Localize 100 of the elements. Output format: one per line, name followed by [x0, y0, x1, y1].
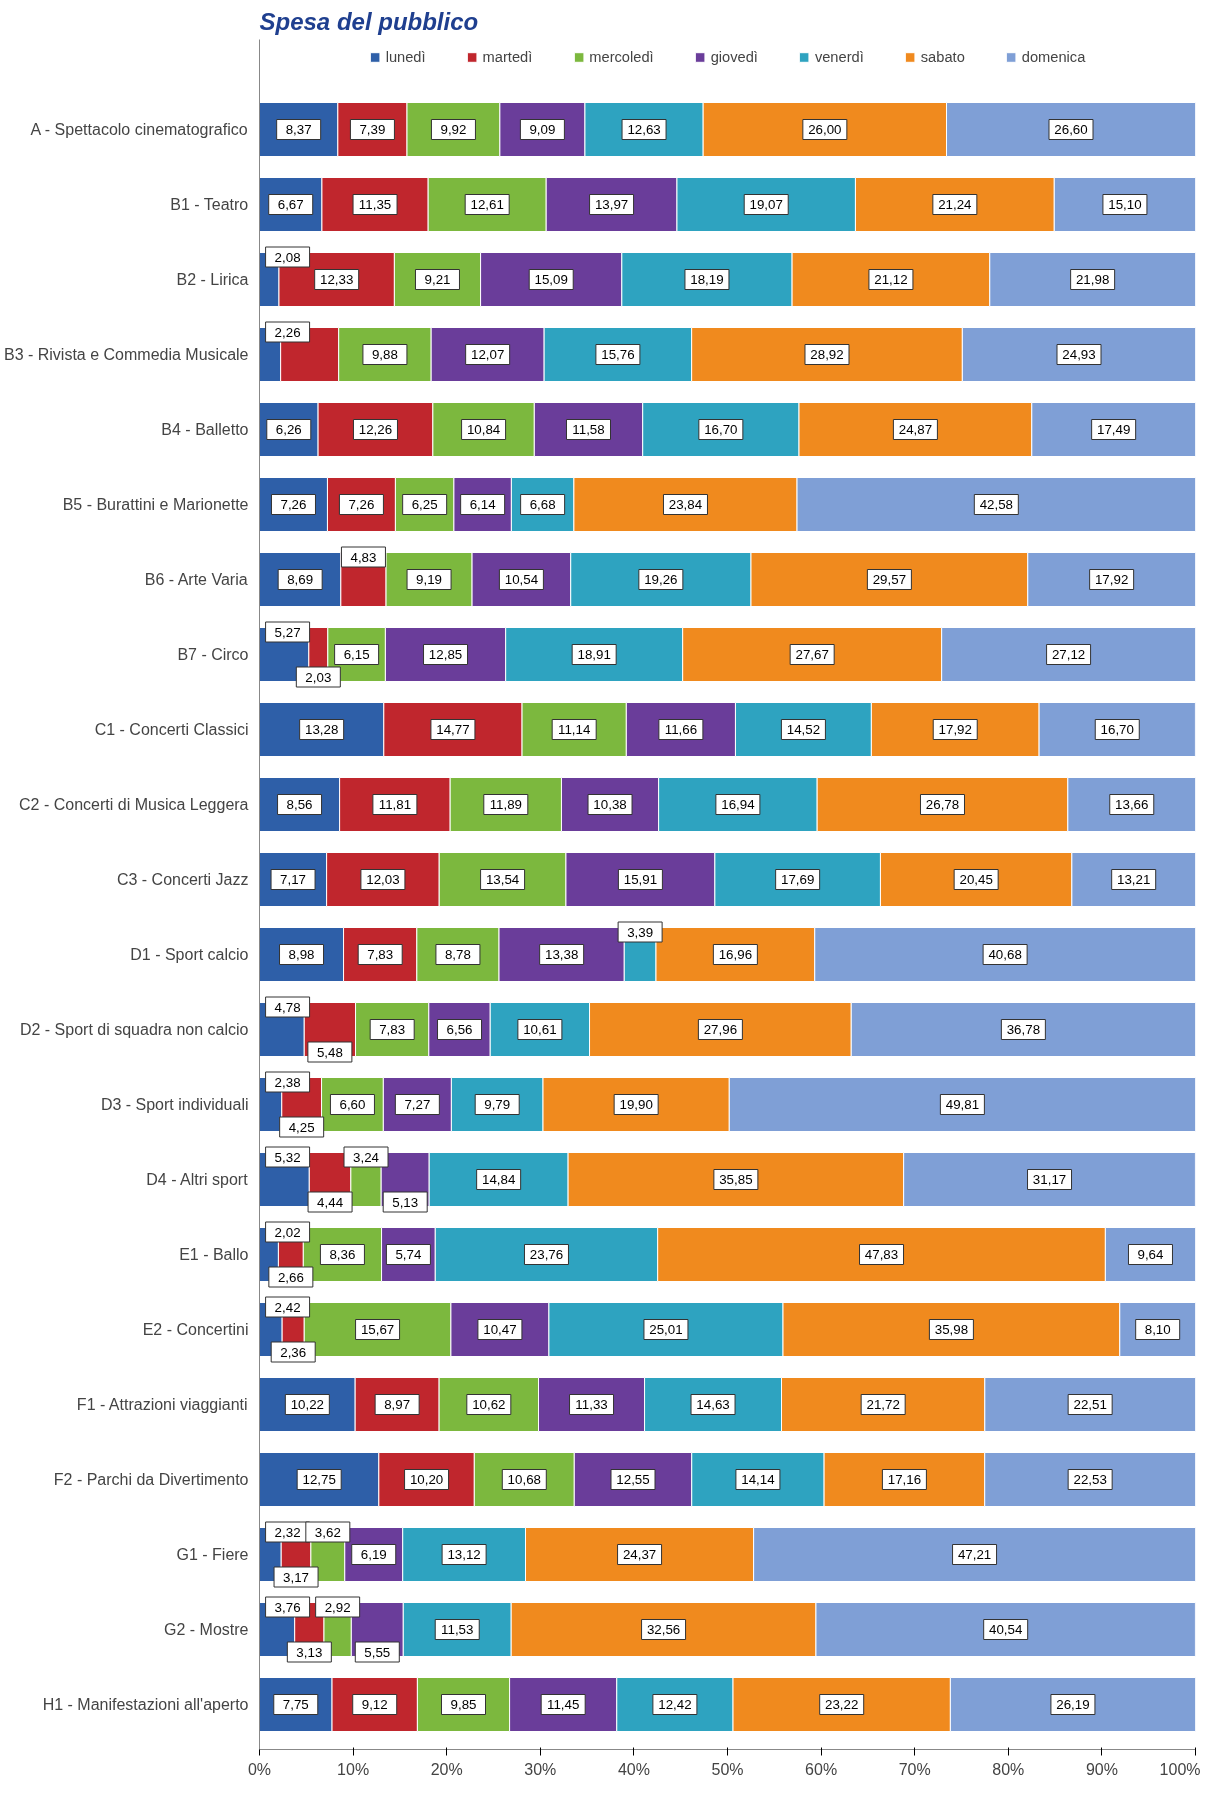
data-label: 26,00	[808, 122, 842, 137]
data-label: 18,91	[577, 647, 611, 662]
data-label: 5,74	[395, 1247, 422, 1262]
data-label: 20,45	[959, 872, 993, 887]
data-label: 18,19	[690, 272, 724, 287]
data-label: 13,54	[485, 872, 520, 887]
data-label: 5,55	[364, 1644, 391, 1660]
data-label: 10,38	[593, 797, 627, 812]
data-label: 47,21	[957, 1547, 992, 1562]
data-label: 8,56	[286, 797, 313, 812]
legend-label: mercoledì	[589, 49, 654, 65]
data-label: 10,54	[504, 572, 539, 587]
data-label: 9,85	[450, 1697, 477, 1712]
data-label: 2,92	[324, 1599, 351, 1615]
data-label: 14,63	[696, 1397, 730, 1412]
y-tick-label: D2 - Sport di squadra non calcio	[19, 1021, 249, 1038]
x-tick-label: 100%	[1159, 1760, 1201, 1778]
data-label: 17,92	[938, 722, 972, 737]
data-label: 12,42	[658, 1697, 692, 1712]
data-label: 9,92	[440, 122, 467, 137]
data-label: 2,32	[274, 1524, 301, 1540]
data-label: 10,61	[523, 1022, 557, 1037]
y-tick-label: H1 - Manifestazioni all'aperto	[42, 1696, 249, 1713]
data-label: 12,63	[627, 122, 661, 137]
data-label: 32,56	[646, 1622, 681, 1637]
data-label: 12,07	[470, 347, 505, 362]
data-label: 24,37	[622, 1547, 657, 1562]
y-tick-label: D4 - Altri sport	[146, 1171, 249, 1188]
data-label: 35,98	[934, 1322, 969, 1337]
data-label: 2,38	[274, 1074, 301, 1090]
data-label: 2,42	[274, 1299, 301, 1315]
data-label: 12,61	[470, 197, 504, 212]
data-label: 4,83	[350, 549, 377, 565]
data-label: 2,36	[280, 1344, 307, 1360]
data-label: 12,55	[616, 1472, 650, 1487]
data-label: 42,58	[979, 497, 1013, 512]
data-label: 3,39	[627, 924, 654, 940]
x-tick-label: 60%	[805, 1760, 838, 1778]
data-label: 6,60	[339, 1097, 366, 1112]
data-label: 14,77	[436, 722, 470, 737]
data-label: 7,39	[359, 122, 386, 137]
legend-label: martedì	[482, 49, 533, 65]
data-label: 7,26	[348, 497, 375, 512]
data-label: 26,78	[925, 797, 960, 812]
data-label: 7,26	[280, 497, 307, 512]
y-tick-label: A - Spettacolo cinematografico	[30, 121, 248, 138]
data-label: 23,84	[668, 497, 703, 512]
data-label: 3,17	[283, 1569, 310, 1585]
data-label: 6,26	[275, 422, 302, 437]
data-label: 11,45	[547, 1697, 580, 1712]
data-label: 17,69	[780, 872, 815, 887]
data-label: 8,37	[285, 122, 312, 137]
data-label: 10,84	[466, 422, 501, 437]
data-label: 6,67	[277, 197, 304, 212]
data-label: 13,21	[1117, 872, 1151, 887]
data-label: 10,20	[409, 1472, 444, 1487]
data-label: 19,26	[644, 572, 678, 587]
y-tick-label: C2 - Concerti di Musica Leggera	[19, 796, 249, 813]
data-label: 8,10	[1144, 1322, 1171, 1337]
data-label: 26,60	[1054, 122, 1088, 137]
data-label: 9,09	[529, 122, 556, 137]
data-label: 14,84	[481, 1172, 516, 1187]
legend-label: lunedì	[385, 49, 426, 65]
y-tick-label: E1 - Ballo	[179, 1246, 249, 1263]
data-label: 21,12	[874, 272, 908, 287]
x-tick-label: 80%	[992, 1760, 1025, 1778]
data-label: 12,33	[320, 272, 354, 287]
data-label: 8,98	[288, 947, 315, 962]
data-label: 11,35	[358, 197, 392, 212]
data-label: 6,68	[529, 497, 556, 512]
data-label: 12,03	[366, 872, 400, 887]
data-label: 14,52	[786, 722, 821, 737]
chart-title: Spesa del pubblico	[259, 7, 479, 35]
y-tick-label: F2 - Parchi da Divertimento	[53, 1471, 249, 1488]
x-tick-label: 20%	[430, 1760, 463, 1778]
data-label: 13,97	[594, 197, 629, 212]
data-label: 6,15	[343, 647, 370, 662]
legend-label: sabato	[920, 49, 965, 65]
data-label: 14,14	[741, 1472, 776, 1487]
data-label: 15,09	[534, 272, 568, 287]
data-label: 2,02	[274, 1224, 301, 1240]
data-label: 31,17	[1032, 1172, 1067, 1187]
data-label: 21,24	[938, 197, 973, 212]
legend-label: venerdì	[814, 49, 864, 65]
data-label: 9,21	[424, 272, 451, 287]
data-label: 2,66	[277, 1269, 304, 1285]
data-label: 16,94	[721, 797, 756, 812]
data-label: 22,53	[1073, 1472, 1107, 1487]
x-tick-label: 70%	[898, 1760, 931, 1778]
data-label: 21,72	[866, 1397, 900, 1412]
data-label: 19,07	[749, 197, 783, 212]
data-label: 13,66	[1115, 797, 1149, 812]
data-label: 22,51	[1073, 1397, 1107, 1412]
data-label: 9,19	[416, 572, 443, 587]
data-label: 6,14	[469, 497, 497, 512]
x-tick-label: 0%	[247, 1760, 272, 1778]
data-label: 16,70	[1100, 722, 1134, 737]
y-tick-label: B6 - Arte Varia	[144, 571, 248, 588]
data-label: 8,69	[287, 572, 314, 587]
data-label: 11,33	[575, 1397, 608, 1412]
